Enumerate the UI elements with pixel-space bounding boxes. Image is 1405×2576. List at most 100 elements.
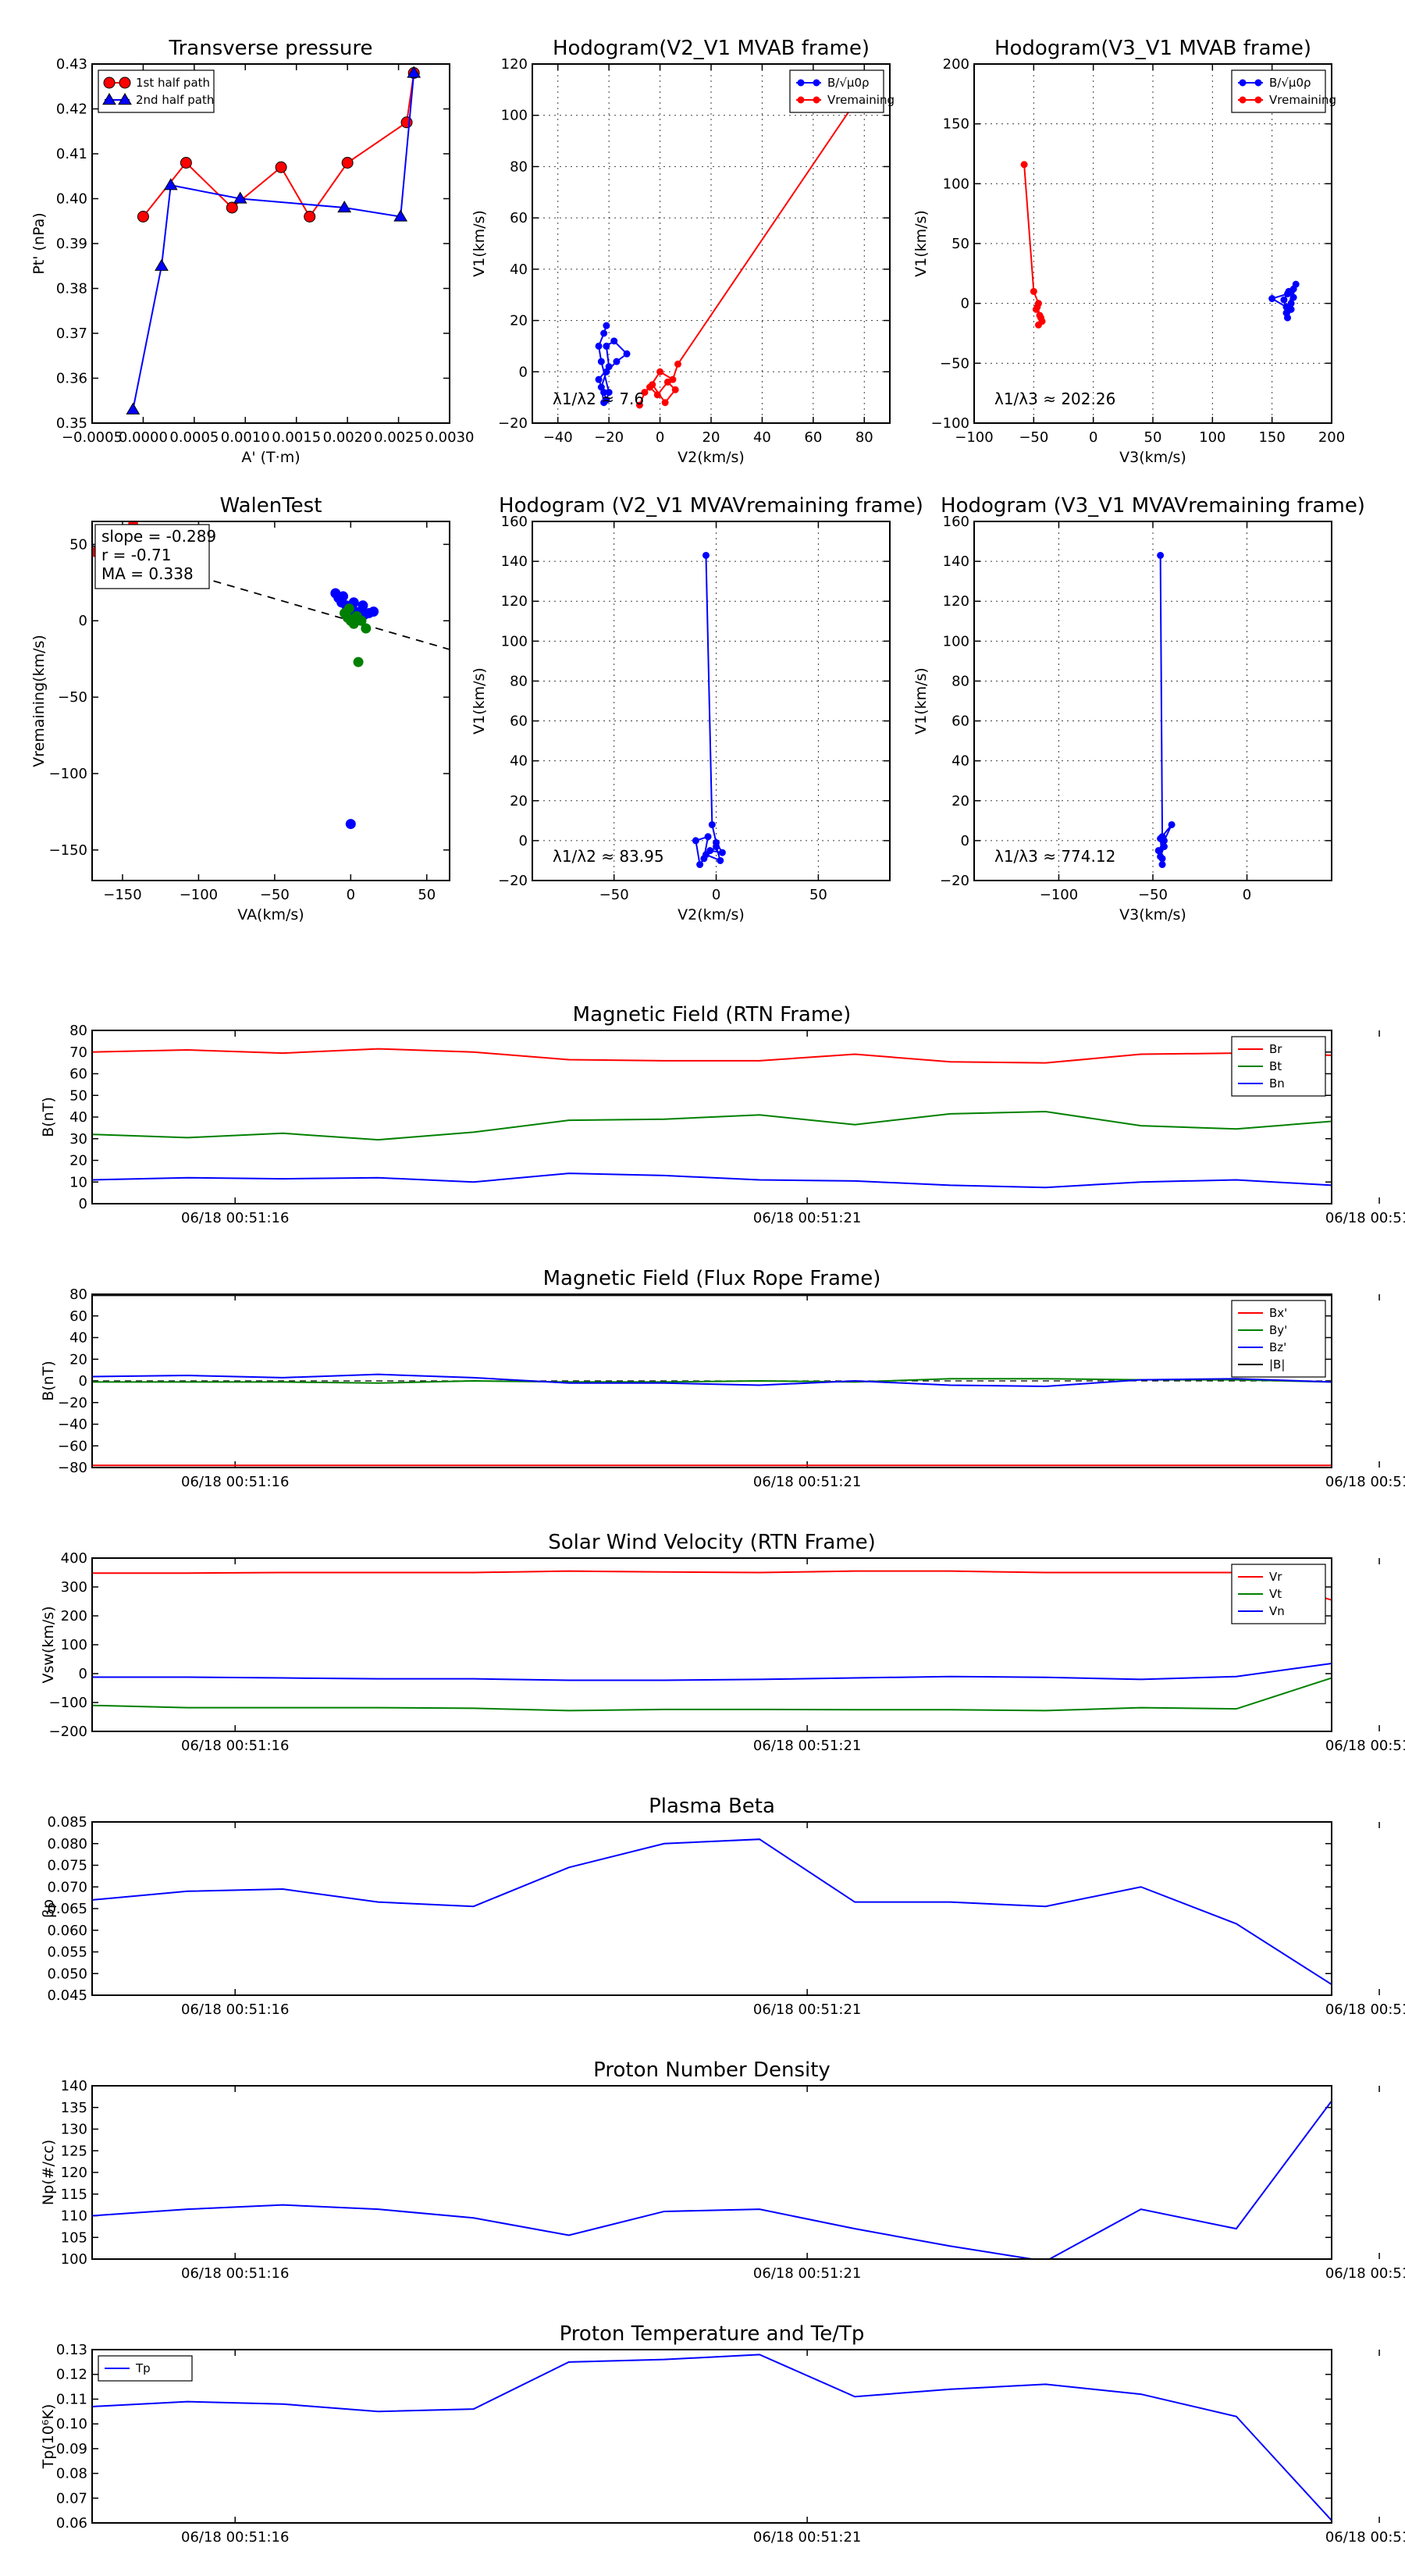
legend-label: Bx'	[1269, 1306, 1287, 1320]
data-point	[674, 360, 681, 368]
chart-title: Proton Temperature and Te/Tp	[560, 2322, 865, 2346]
data-point	[692, 837, 699, 845]
data-point	[1034, 321, 1042, 329]
chart-title: Hodogram(V3_V1 MVAB frame)	[994, 37, 1311, 60]
data-point	[180, 157, 192, 169]
x-tick-label: 06/18 00:51:21	[753, 2265, 861, 2282]
series-v-line	[695, 555, 724, 867]
y-axis-label: Pt' (nPa)	[30, 212, 48, 274]
stats-line: slope = -0.289	[101, 527, 216, 546]
data-point	[350, 614, 361, 624]
x-tick-label: 06/18 00:51:21	[753, 1738, 861, 1754]
plot-area	[92, 1838, 1332, 1985]
data-point	[661, 399, 669, 407]
y-tick-label: −20	[940, 873, 969, 889]
x-axis-label: A' (T·m)	[241, 449, 300, 466]
x-tick-label: 06/18 00:51:21	[753, 2001, 861, 2018]
data-point	[646, 383, 653, 391]
y-tick-label: 120	[61, 2165, 87, 2181]
x-tick-label: 20	[702, 429, 720, 446]
y-tick-label: 0.080	[47, 1836, 87, 1852]
y-tick-label: 130	[61, 2122, 87, 2138]
y-tick-label: 80	[951, 673, 969, 689]
data-point	[1154, 847, 1162, 855]
data-point	[368, 606, 379, 617]
x-tick-label: −40	[543, 429, 573, 446]
legend-label: Bt	[1269, 1059, 1282, 1073]
data-point	[653, 391, 661, 399]
legend: 1st half path 2nd half path	[98, 69, 215, 113]
y-tick-label: 20	[69, 1351, 87, 1368]
x-tick-label: 0	[656, 429, 664, 446]
legend-box	[98, 69, 215, 113]
x-tick-label: −100	[955, 429, 993, 446]
y-tick-label: 120	[501, 593, 528, 610]
chart-title: Magnetic Field (Flux Rope Frame)	[543, 1267, 881, 1290]
y-tick-label: 0.38	[56, 281, 87, 297]
y-axis-label: V1(km/s)	[471, 667, 488, 735]
y-tick-label: 0.13	[56, 2342, 87, 2358]
y-tick-label: 140	[501, 553, 528, 570]
legend-marker	[1254, 79, 1262, 87]
axes-frame	[973, 521, 1332, 881]
legend: Tp	[98, 2355, 193, 2382]
y-tick-label: 0.43	[56, 56, 87, 73]
data-point	[361, 623, 372, 634]
chart-title: WalenTest	[220, 494, 322, 518]
chart-magnetic-field-flux-rope: Magnetic Field (Flux Rope Frame) 06/18 00…	[40, 1267, 1405, 1490]
data-point	[603, 342, 610, 350]
axes-frame	[91, 1293, 1332, 1468]
y-tick-label: 80	[69, 1023, 87, 1039]
y-tick-label: 50	[69, 536, 87, 553]
y-tick-label: 0.055	[47, 1944, 87, 1961]
x-tick-label: −150	[103, 887, 141, 903]
axes-frame	[91, 2349, 1332, 2524]
x-tick-label: 0	[712, 887, 720, 903]
x-tick-label: 06/18 00:51:21	[753, 1210, 861, 1226]
y-tick-label: 400	[61, 1550, 87, 1567]
legend-marker	[103, 76, 116, 89]
chart-magnetic-field-rtn: Magnetic Field (RTN Frame) 06/18 00:51:16…	[40, 1003, 1405, 1226]
x-tick-label: 06/18 00:51:26	[1325, 1210, 1405, 1226]
y-tick-label: 50	[69, 1087, 87, 1104]
y-tick-label: 20	[69, 1153, 87, 1169]
series-tp-line	[92, 2354, 1332, 2521]
data-point	[603, 396, 610, 404]
chart-plasma-beta: Plasma Beta 06/18 00:51:16 06/18 00:51:21 0…	[40, 1795, 1405, 2018]
x-tick-label: 60	[804, 429, 822, 446]
y-tick-label: 0	[79, 1373, 87, 1389]
y-tick-label: −100	[49, 766, 87, 782]
data-point	[393, 209, 408, 222]
x-tick-label: 06/18 00:51:16	[181, 2001, 289, 2018]
x-tick-label: 40	[753, 429, 771, 446]
y-tick-label: −50	[58, 689, 87, 706]
x-tick-label: 06/18 00:51:16	[181, 2265, 289, 2282]
legend-marker	[813, 79, 820, 87]
y-tick-label: 0.42	[56, 101, 87, 118]
series-vr-line	[92, 1570, 1332, 1601]
y-tick-label: 0.37	[56, 326, 87, 342]
eigenvalue-ratio: λ1/λ3 ≈ 202.26	[994, 390, 1115, 408]
plot-area	[92, 1294, 1332, 1467]
x-tick-label: 06/18 00:51:16	[181, 1738, 289, 1754]
x-tick-label: 0.0000	[119, 429, 168, 446]
data-point	[605, 389, 613, 397]
data-point	[407, 66, 422, 78]
plot-area	[1154, 551, 1176, 869]
plot-area	[92, 2100, 1332, 2259]
x-tick-label: 06/18 00:51:26	[1325, 1738, 1405, 1754]
y-axis-label: B(nT)	[40, 1097, 57, 1137]
y-tick-label: 160	[943, 514, 969, 530]
x-tick-label: 0.0030	[425, 429, 475, 446]
plot-area	[692, 551, 726, 869]
y-tick-label: 60	[951, 713, 969, 730]
legend: B/√μ0ρ Vremaining	[789, 69, 895, 113]
y-tick-label: 0.075	[47, 1858, 87, 1874]
y-tick-label: 20	[510, 313, 528, 329]
legend: Br Bt Bn	[1231, 1036, 1326, 1097]
y-tick-label: 100	[61, 2251, 87, 2268]
chart-title: Transverse pressure	[169, 37, 373, 60]
y-tick-label: 0	[961, 296, 969, 312]
series-bt-line	[92, 1111, 1332, 1141]
